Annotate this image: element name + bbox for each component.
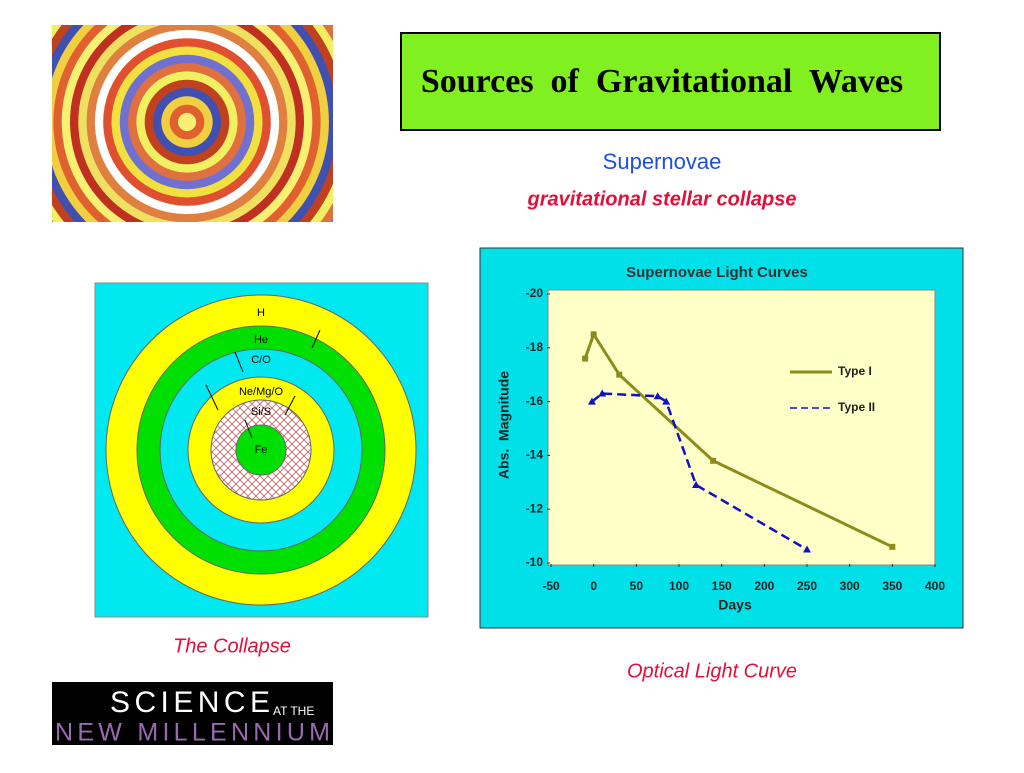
marker — [889, 543, 896, 550]
x-tick-label: 0 — [590, 579, 597, 593]
plot-area — [547, 289, 936, 566]
layer-fe — [235, 424, 287, 476]
marker — [598, 389, 607, 397]
marker — [582, 355, 589, 362]
layer-label: Fe — [255, 444, 268, 456]
y-tick-label: -14 — [526, 448, 544, 462]
marker — [590, 331, 597, 338]
y-tick-label: -16 — [526, 394, 544, 408]
logo-science: SCIENCE — [110, 686, 270, 719]
title-box — [400, 32, 941, 131]
logo-at-the: AT THE — [273, 704, 314, 718]
subheading: gravitational stellar collapse — [527, 188, 797, 210]
legend-label: Type II — [838, 400, 875, 414]
y-axis-label: Abs. Magnitude — [496, 371, 512, 479]
layer-label: H — [257, 307, 265, 319]
x-tick-label: 100 — [669, 579, 689, 593]
marker — [587, 397, 596, 405]
heading: Supernovae — [603, 149, 722, 174]
marker — [653, 392, 662, 400]
x-tick-label: 200 — [754, 579, 774, 593]
marker — [692, 480, 701, 488]
y-tick-label: -20 — [526, 286, 544, 300]
layer-label: He — [254, 334, 268, 346]
logo-bg — [52, 682, 333, 745]
x-axis-label: Days — [718, 597, 752, 613]
x-tick-label: 250 — [797, 579, 817, 593]
y-tick-label: -12 — [526, 501, 544, 515]
ring — [177, 112, 197, 132]
marker — [710, 457, 717, 464]
x-tick-label: -50 — [542, 579, 560, 593]
y-tick-label: -10 — [526, 555, 544, 569]
x-tick-label: 150 — [712, 579, 732, 593]
layer-label: Ne/Mg/O — [239, 386, 283, 398]
legend-label: Type I — [838, 364, 872, 378]
ripple-art — [52, 25, 333, 222]
slide-title: Sources of Gravitational Waves — [421, 63, 903, 100]
marker — [662, 397, 671, 405]
marker — [616, 371, 623, 378]
series-line — [591, 392, 808, 551]
layer-label: C/O — [251, 354, 271, 366]
y-tick-label: -18 — [526, 340, 544, 354]
x-tick-label: 50 — [630, 579, 644, 593]
marker — [803, 545, 811, 553]
chart-title: Supernovae Light Curves — [626, 264, 808, 281]
x-tick-label: 350 — [882, 579, 902, 593]
x-tick-label: 300 — [840, 579, 860, 593]
curve-caption: Optical Light Curve — [627, 660, 797, 682]
arrows — [205, 329, 321, 439]
x-tick-label: 400 — [925, 579, 945, 593]
collapse-caption: The Collapse — [173, 635, 291, 657]
layer-label: Si/S — [251, 406, 271, 418]
